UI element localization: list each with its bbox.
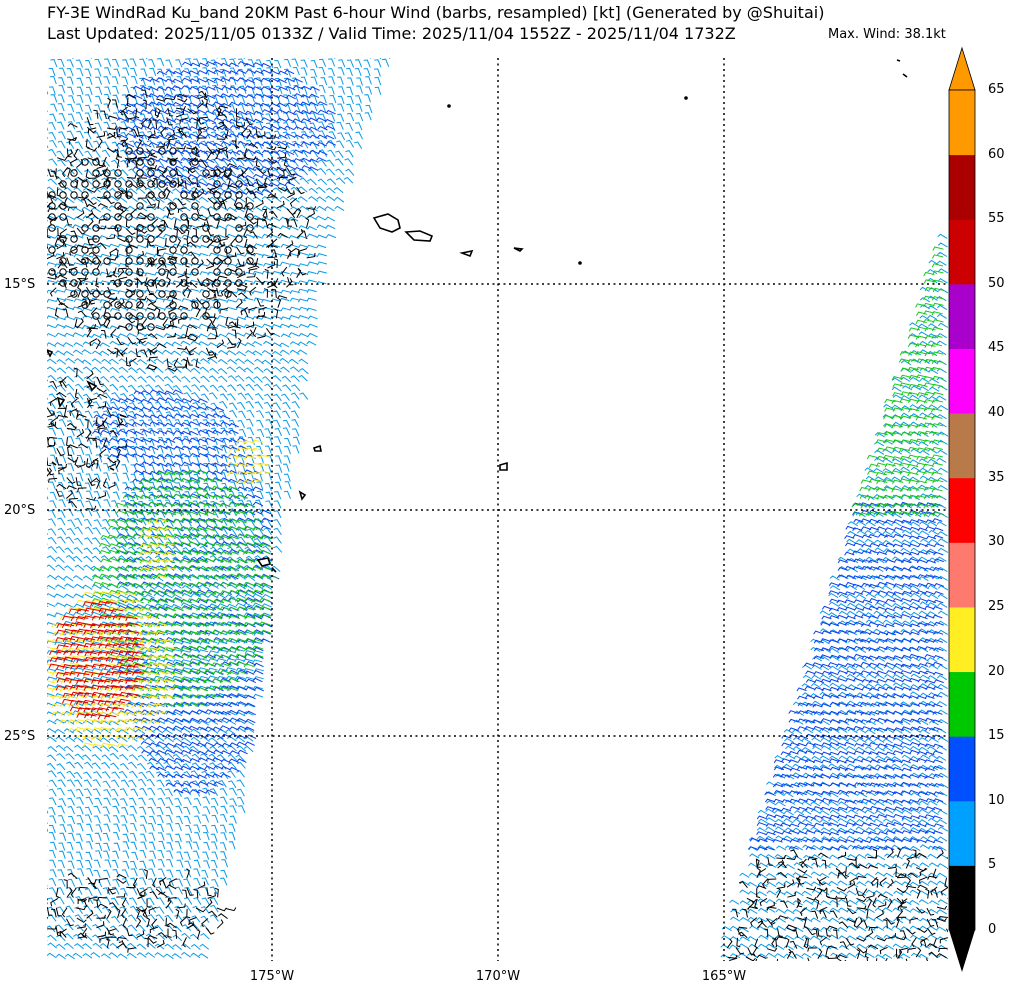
- gridlines: [47, 58, 948, 961]
- colorbar: [948, 46, 976, 972]
- colorbar-extend-min: [949, 930, 975, 972]
- colorbar-extend-max: [948, 46, 976, 91]
- colorbar-bin-35-40: [949, 413, 975, 479]
- island-tutuila: [459, 249, 474, 258]
- island-niue: [499, 461, 508, 471]
- island-vavau: [312, 444, 322, 452]
- island-manua: [513, 247, 524, 252]
- coastlines: [47, 59, 908, 573]
- colorbar-tick-20: 20: [988, 663, 1005, 679]
- lat-label-25s: 25°S: [4, 729, 36, 744]
- colorbar-tick-60: 60: [988, 146, 1005, 162]
- colorbar-tick-45: 45: [988, 340, 1005, 356]
- lon-label-170w: 170°W: [475, 969, 521, 984]
- valid-time-subtitle: Last Updated: 2025/11/05 0133Z / Valid T…: [47, 24, 736, 43]
- colorbar-bin-15-20: [949, 671, 975, 737]
- island-savaii: [372, 213, 401, 233]
- colorbar-tick-30: 30: [988, 534, 1005, 550]
- colorbar-tick-10: 10: [988, 792, 1005, 808]
- lon-label-165w: 165°W: [701, 969, 747, 984]
- colorbar-bin-0-5: [949, 865, 975, 931]
- colorbar-bin-20-25: [949, 606, 975, 673]
- lat-label-15s: 15°S: [4, 277, 36, 292]
- colorbar-bin-30-35: [949, 477, 975, 543]
- western-swath: [47, 58, 393, 961]
- colorbar-tick-35: 35: [988, 469, 1005, 485]
- max-wind-label: Max. Wind: 38.1kt: [828, 27, 946, 42]
- colorbar-tick-0: 0: [988, 922, 997, 937]
- island-upolu: [404, 230, 434, 242]
- colorbar-bin-5-10: [949, 800, 975, 866]
- colorbar-bin-40-45: [949, 348, 975, 414]
- colorbar-bin-55-60: [949, 154, 975, 220]
- colorbar-tick-55: 55: [988, 211, 1005, 227]
- colorbar-tick-15: 15: [988, 728, 1005, 744]
- lat-label-20s: 20°S: [4, 503, 36, 518]
- colorbar-tick-50: 50: [988, 275, 1005, 291]
- island-eua: [271, 567, 277, 573]
- colorbar-tick-65: 65: [988, 82, 1005, 97]
- colorbar-tick-25: 25: [988, 598, 1005, 614]
- lon-label-175w: 175°W: [249, 969, 295, 984]
- eastern-swath: [720, 233, 948, 961]
- colorbar-bin-25-30: [949, 542, 975, 608]
- island-tongatapu: [256, 557, 272, 567]
- colorbar-bin-60-65: [949, 90, 975, 156]
- colorbar-bin-45-50: [949, 283, 975, 349]
- colorbar-bin-10-15: [949, 736, 975, 802]
- colorbar-tick-40: 40: [988, 405, 1005, 421]
- chart-title: FY-3E WindRad Ku_band 20KM Past 6-hour W…: [47, 3, 825, 22]
- colorbar-bin-50-55: [949, 219, 975, 285]
- colorbar-tick-5: 5: [988, 857, 997, 873]
- island-haapai: [298, 490, 307, 501]
